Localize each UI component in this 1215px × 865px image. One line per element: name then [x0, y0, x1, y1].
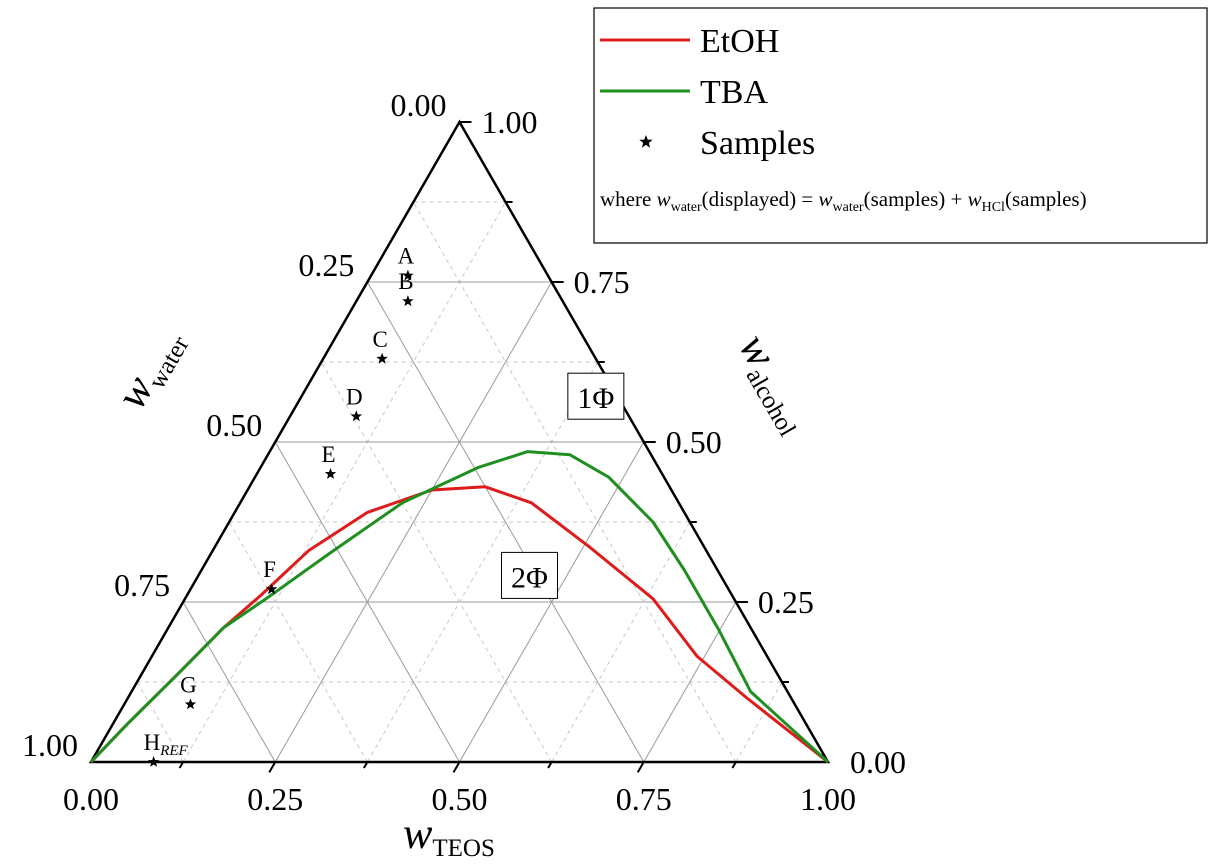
region-labels: 1Φ 2Φ — [501, 372, 625, 599]
sample-label: A — [398, 244, 415, 269]
left-tick-label: 0.75 — [114, 567, 170, 603]
triangle-frame — [88, 119, 831, 773]
grid-line — [366, 361, 599, 763]
right-axis-title: walcohol — [726, 326, 823, 442]
sample-label: C — [372, 327, 387, 352]
grid-line — [274, 441, 460, 763]
left-tick-label: 0.00 — [391, 87, 447, 123]
tick-mark — [452, 761, 461, 773]
legend-note: where wwater(displayed) = wwater(samples… — [600, 187, 1087, 215]
x-tick-label: 0.50 — [432, 781, 488, 817]
series-line-tba — [89, 450, 830, 764]
region-label-box — [501, 551, 559, 599]
sample-label: B — [398, 269, 413, 294]
legend-label-tba: TBA — [700, 74, 768, 111]
tick-mark — [274, 431, 283, 443]
region-label: 2Φ — [511, 561, 548, 594]
left-axis-title: wwater — [106, 318, 195, 419]
grid-line — [320, 361, 553, 763]
tick-mark — [731, 761, 737, 769]
sample-star-icon — [402, 269, 414, 281]
sample-points: AB C D E F G HREF — [144, 244, 415, 767]
right-tick-label: 0.25 — [758, 584, 814, 620]
sample-star-icon — [402, 295, 414, 307]
grid-line — [551, 521, 691, 763]
sample-label: F — [263, 557, 276, 582]
tick-mark — [412, 195, 418, 203]
tick-mark — [136, 675, 142, 683]
x-tick-label: 0.25 — [247, 781, 303, 817]
x-tick-label: 0.00 — [63, 781, 119, 817]
grid-line — [366, 281, 645, 763]
tick-mark — [228, 515, 234, 523]
tick-mark — [636, 761, 645, 773]
grid-layer — [136, 201, 783, 763]
legend-label-samples: Samples — [700, 125, 815, 162]
left-tick-label: 1.00 — [22, 727, 78, 763]
right-tick-label: 0.00 — [850, 744, 906, 780]
x-axis-title: wTEOS — [403, 809, 495, 862]
tick-mark — [182, 591, 190, 603]
series-line-etoh — [89, 485, 829, 764]
legend-box — [593, 7, 1208, 244]
right-tick-label: 0.50 — [666, 424, 722, 460]
sample-label: HREF — [144, 730, 189, 759]
right-tick-label: 0.75 — [574, 264, 630, 300]
x-tick-label: 0.75 — [616, 781, 672, 817]
left-tick-label: 0.25 — [298, 247, 354, 283]
sample-label: G — [180, 672, 197, 697]
region-label: 1Φ — [577, 382, 614, 415]
legend-star-icon — [639, 135, 653, 148]
binodal-curves — [89, 450, 830, 764]
tick-mark — [363, 761, 369, 769]
sample-star-icon — [376, 352, 388, 364]
left-tick-label: 0.50 — [206, 407, 262, 443]
sample-star-icon — [147, 756, 160, 767]
legend: EtOH TBA Samples where wwater(displayed)… — [593, 7, 1208, 244]
grid-line — [643, 601, 737, 763]
grid-line — [413, 201, 737, 763]
sample-label: E — [321, 442, 335, 467]
tick-mark — [268, 761, 277, 773]
x-tick-label: 1.00 — [800, 781, 856, 817]
region-label-box — [567, 372, 625, 420]
tick-mark — [320, 355, 326, 363]
sample-star-icon — [324, 468, 337, 479]
grid-line — [182, 601, 276, 763]
tick-labels: 0.00 0.00 0.00 0.25 0.25 0.25 0.50 0.50 0.50 0.75… — [22, 87, 906, 817]
sample-star-icon — [265, 583, 278, 595]
sample-star-icon — [350, 410, 362, 422]
grid-line — [459, 441, 645, 763]
grid-line — [182, 201, 506, 763]
grid-line — [228, 521, 368, 763]
tick-mark — [178, 761, 184, 769]
right-tick-label: 1.00 — [482, 104, 538, 140]
tick-mark — [547, 761, 553, 769]
tick-mark — [366, 271, 375, 283]
legend-label-etoh: EtOH — [700, 23, 779, 60]
sample-label: D — [346, 384, 363, 409]
sample-star-icon — [184, 698, 197, 710]
